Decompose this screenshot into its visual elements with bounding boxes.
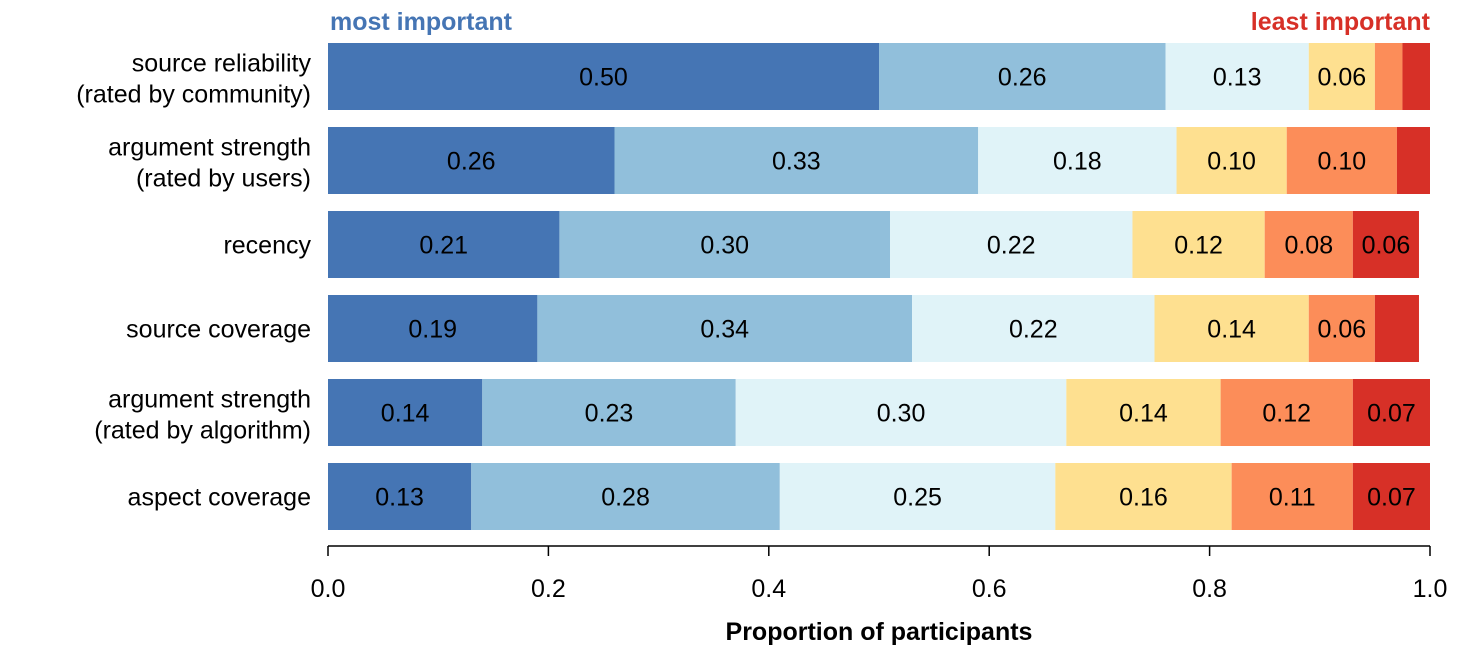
data-label: 0.08: [1284, 232, 1333, 260]
category-labels: source reliability (rated by community) ar…: [76, 50, 311, 512]
bar-segment: [1055, 463, 1232, 530]
bar-segment: [912, 295, 1155, 362]
bar-segment: [1352, 211, 1419, 278]
data-label: 0.10: [1318, 148, 1367, 176]
bar-segment: [879, 43, 1166, 110]
category-label: source coverage: [126, 316, 311, 344]
legend-most-important: most important: [330, 8, 513, 36]
bar-segment: [471, 463, 780, 530]
bar-segment: [1165, 43, 1309, 110]
bar-segment: [1154, 295, 1309, 362]
bar-segment: [1264, 211, 1353, 278]
bar-segment: [1402, 43, 1430, 110]
bar-segment: [1132, 211, 1265, 278]
data-label: 0.22: [987, 232, 1036, 260]
data-label: 0.30: [700, 232, 749, 260]
x-axis-title: Proportion of participants: [726, 618, 1033, 646]
x-tick-label: 0.2: [531, 575, 566, 603]
bar-segment: [1220, 379, 1353, 446]
bar-segment: [328, 463, 472, 530]
data-label: 0.16: [1119, 484, 1168, 512]
bar-segment: [328, 295, 538, 362]
bar-segment: [1308, 43, 1375, 110]
x-tick-label: 0.4: [751, 575, 786, 603]
bars: 0.50 0.26 0.13 0.06 0.26 0.33 0.18 0.10 0.10 0.21…: [328, 43, 1430, 530]
x-tick-label: 0.8: [1192, 575, 1227, 603]
legend-least-important: least important: [1251, 8, 1431, 36]
bar-row: 0.13 0.28 0.25 0.16 0.11 0.07: [328, 463, 1430, 530]
category-label: source reliability: [132, 50, 312, 78]
bar-segment: [559, 211, 891, 278]
data-label: 0.34: [700, 316, 749, 344]
bar-segment: [328, 127, 615, 194]
data-label: 0.18: [1053, 148, 1102, 176]
bar-row: 0.19 0.34 0.22 0.14 0.06: [328, 295, 1419, 362]
bar-row: 0.21 0.30 0.22 0.12 0.08 0.06: [328, 211, 1419, 278]
legend: most important least important: [330, 8, 1431, 36]
data-label: 0.14: [381, 400, 430, 428]
category-label: argument strength: [108, 386, 311, 414]
category-label: argument strength: [108, 134, 311, 162]
bar-segment: [328, 379, 483, 446]
category-label: (rated by algorithm): [94, 417, 311, 445]
bar-row: 0.14 0.23 0.30 0.14 0.12 0.07: [328, 379, 1430, 446]
data-label: 0.07: [1367, 484, 1416, 512]
bar-segment: [779, 463, 1056, 530]
bar-segment: [482, 379, 736, 446]
data-label: 0.12: [1262, 400, 1311, 428]
bar-segment: [614, 127, 979, 194]
bar-segment: [1308, 295, 1375, 362]
data-label: 0.13: [375, 484, 424, 512]
data-label: 0.12: [1174, 232, 1223, 260]
bar-segment: [328, 43, 879, 110]
data-label: 0.14: [1119, 400, 1168, 428]
data-label: 0.50: [579, 64, 628, 92]
data-label: 0.22: [1009, 316, 1058, 344]
category-label: (rated by users): [136, 165, 311, 193]
data-label: 0.10: [1207, 148, 1256, 176]
data-label: 0.23: [585, 400, 634, 428]
data-label: 0.26: [447, 148, 496, 176]
data-label: 0.06: [1318, 316, 1367, 344]
x-axis: 0.0 0.2 0.4 0.6 0.8 1.0: [311, 545, 1448, 603]
bar-row: 0.26 0.33 0.18 0.10 0.10: [328, 127, 1430, 194]
bar-segment: [1352, 463, 1430, 530]
data-label: 0.06: [1318, 64, 1367, 92]
data-label: 0.11: [1269, 484, 1316, 512]
data-label: 0.14: [1207, 316, 1256, 344]
bar-segment: [1374, 295, 1419, 362]
x-tick-label: 0.0: [311, 575, 346, 603]
bar-segment: [1231, 463, 1353, 530]
bar-segment: [328, 211, 560, 278]
data-label: 0.19: [408, 316, 457, 344]
data-label: 0.06: [1362, 232, 1411, 260]
bar-segment: [1066, 379, 1221, 446]
data-label: 0.28: [601, 484, 650, 512]
bar-segment: [1374, 43, 1403, 110]
data-label: 0.21: [419, 232, 468, 260]
bar-row: 0.50 0.26 0.13 0.06: [328, 43, 1430, 110]
x-tick-label: 1.0: [1413, 575, 1448, 603]
category-label: recency: [223, 232, 311, 260]
bar-segment: [735, 379, 1067, 446]
bar-segment: [1352, 379, 1430, 446]
data-label: 0.26: [998, 64, 1047, 92]
bar-segment: [978, 127, 1177, 194]
data-label: 0.13: [1213, 64, 1262, 92]
bar-segment: [1286, 127, 1397, 194]
data-label: 0.07: [1367, 400, 1416, 428]
data-label: 0.25: [893, 484, 942, 512]
bar-segment: [890, 211, 1133, 278]
category-label: aspect coverage: [128, 484, 311, 512]
bar-segment: [537, 295, 913, 362]
x-tick-label: 0.6: [972, 575, 1007, 603]
category-label: (rated by community): [76, 81, 311, 109]
bar-segment: [1396, 127, 1430, 194]
data-label: 0.30: [877, 400, 926, 428]
data-label: 0.33: [772, 148, 821, 176]
bar-segment: [1176, 127, 1287, 194]
